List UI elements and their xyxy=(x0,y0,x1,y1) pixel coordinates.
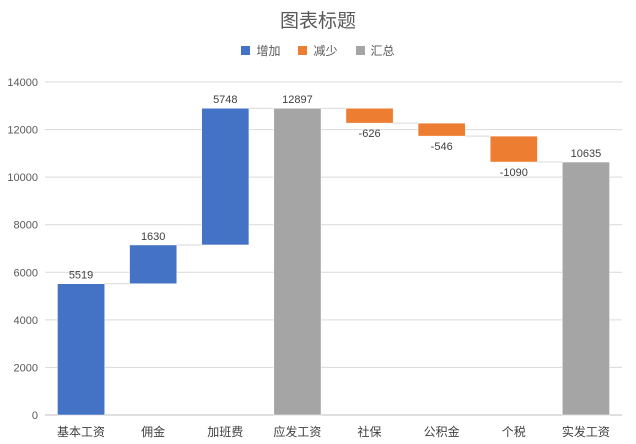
bar xyxy=(201,107,250,246)
legend-item: 增加 xyxy=(241,42,280,59)
data-label: -546 xyxy=(431,141,453,153)
legend-label: 减少 xyxy=(313,44,338,58)
category-label: 社保 xyxy=(358,424,382,439)
data-label: 1630 xyxy=(141,231,165,243)
data-label: -626 xyxy=(359,128,381,140)
data-label: 5748 xyxy=(213,94,237,106)
bar xyxy=(273,107,322,416)
category-label: 个税 xyxy=(502,425,526,439)
legend: 增加 减少 汇总 xyxy=(0,42,636,59)
y-tick-label: 8000 xyxy=(14,220,38,232)
legend-item: 汇总 xyxy=(355,42,395,59)
category-label: 加班费 xyxy=(207,425,243,439)
y-tick-label: 2000 xyxy=(14,362,38,374)
bar xyxy=(417,122,466,137)
bar xyxy=(57,283,105,416)
category-label: 基本工资 xyxy=(57,425,105,439)
legend-item: 减少 xyxy=(298,42,338,59)
legend-swatch xyxy=(241,46,251,55)
legend-swatch xyxy=(355,46,365,55)
bar xyxy=(345,107,394,124)
bar xyxy=(129,244,178,284)
legend-label: 汇总 xyxy=(370,44,395,58)
bar xyxy=(489,135,538,163)
category-label: 公积金 xyxy=(424,424,460,439)
chart-title: 图表标题 xyxy=(279,11,356,32)
data-label: 10635 xyxy=(571,148,602,160)
data-label: 5519 xyxy=(69,270,93,282)
y-tick-label: 4000 xyxy=(14,315,38,327)
category-label: 佣金 xyxy=(141,424,165,439)
data-label: -1090 xyxy=(500,167,528,179)
category-label: 应发工资 xyxy=(273,424,321,439)
y-tick-label: 10000 xyxy=(7,172,38,184)
legend-swatch xyxy=(298,46,308,55)
bar xyxy=(562,161,610,416)
legend-label: 增加 xyxy=(256,44,281,58)
y-tick-label: 14000 xyxy=(7,77,38,89)
y-tick-label: 6000 xyxy=(14,267,38,279)
category-label: 实发工资 xyxy=(562,424,610,439)
data-label: 12897 xyxy=(282,94,313,106)
y-tick-label: 0 xyxy=(32,410,38,422)
y-tick-label: 12000 xyxy=(7,125,38,137)
